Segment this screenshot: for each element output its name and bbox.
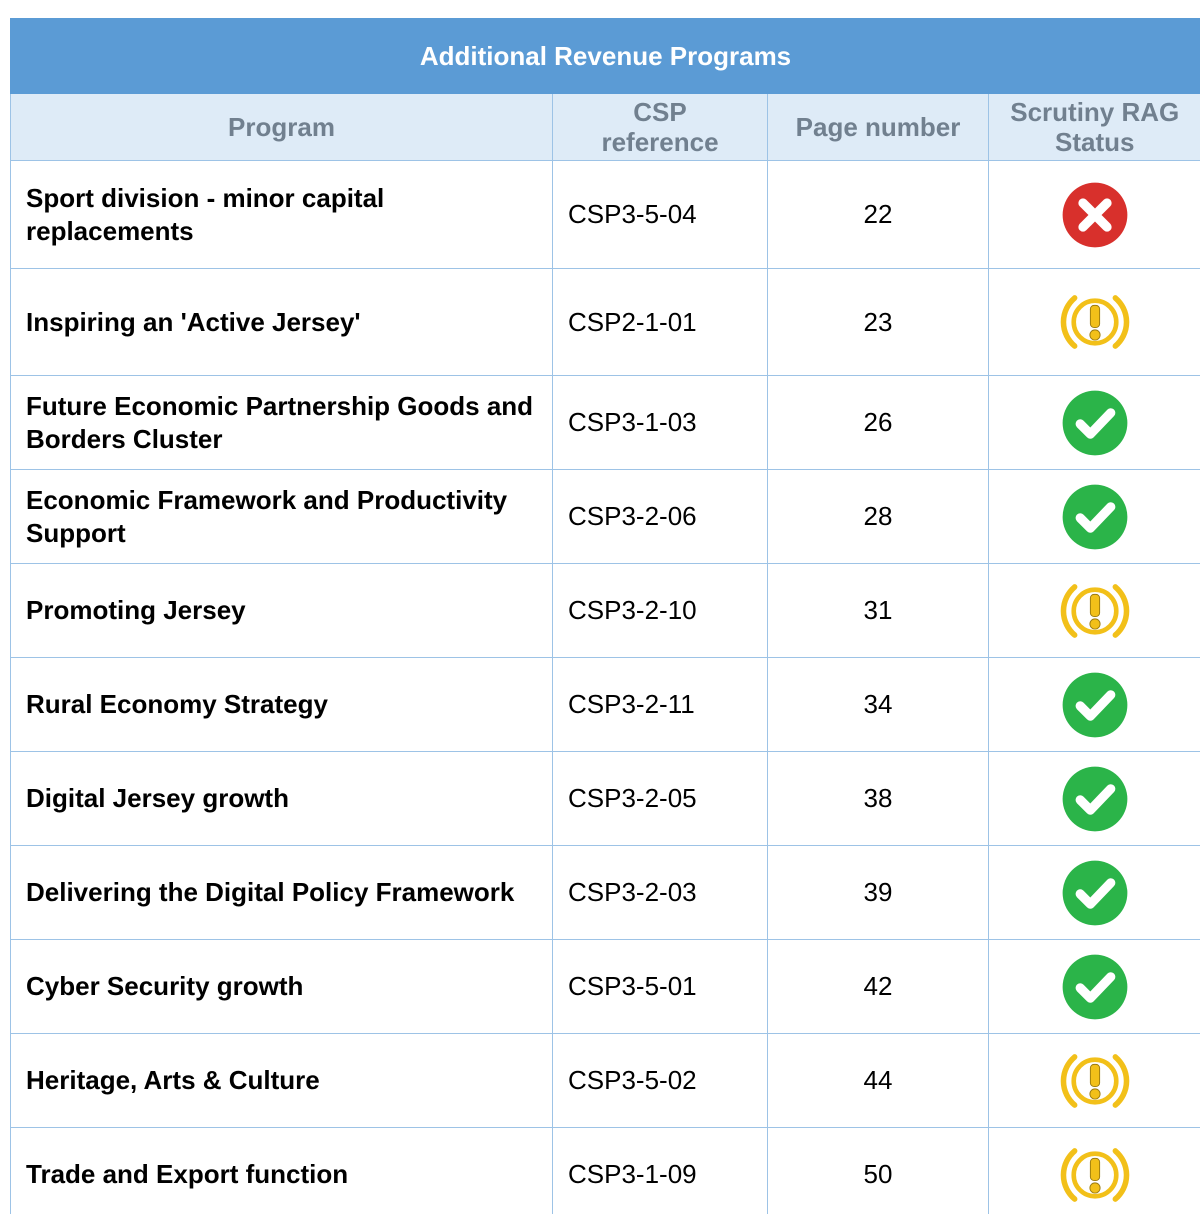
column-header: Page number [767, 93, 989, 161]
row: Economic Framework and Productivity Supp… [10, 469, 1200, 564]
status-amber [1058, 1138, 1132, 1212]
status-green [1058, 386, 1132, 460]
row: Digital Jersey growth CSP3-2-05 38 [10, 751, 1200, 846]
status [988, 657, 1200, 752]
csp-ref: CSP3-5-01 [552, 939, 768, 1034]
status-green [1058, 480, 1132, 554]
program: Delivering the Digital Policy Framework [10, 845, 553, 940]
page-number: 31 [767, 563, 989, 658]
page-number: 42 [767, 939, 989, 1034]
status-green [1058, 856, 1132, 930]
program: Inspiring an 'Active Jersey' [10, 268, 553, 376]
row: Sport division - minor capital replaceme… [10, 160, 1200, 269]
status-amber [1058, 1044, 1132, 1118]
status-green [1058, 762, 1132, 836]
status-amber [1058, 574, 1132, 648]
status-amber [1058, 285, 1132, 359]
column-header: Program [10, 93, 553, 161]
status [988, 939, 1200, 1034]
program: Promoting Jersey [10, 563, 553, 658]
header-text: CSP reference [601, 97, 719, 157]
program: Economic Framework and Productivity Supp… [10, 469, 553, 564]
csp-ref: CSP3-5-02 [552, 1033, 768, 1128]
program: Future Economic Partnership Goods and Bo… [10, 375, 553, 470]
status-red [1058, 178, 1132, 252]
status [988, 563, 1200, 658]
status [988, 160, 1200, 269]
row: Cyber Security growth CSP3-5-01 42 [10, 939, 1200, 1034]
status-green [1058, 950, 1132, 1024]
csp-ref: CSP3-2-11 [552, 657, 768, 752]
table-title: Additional Revenue Programs [10, 18, 1200, 94]
program-table: Additional Revenue Programs Program CSP … [10, 18, 1200, 1214]
page-number: 23 [767, 268, 989, 376]
csp-ref: CSP3-5-04 [552, 160, 768, 269]
program: Cyber Security growth [10, 939, 553, 1034]
program: Digital Jersey growth [10, 751, 553, 846]
status [988, 1127, 1200, 1214]
row: Heritage, Arts & Culture CSP3-5-02 44 [10, 1033, 1200, 1128]
status [988, 469, 1200, 564]
page-number: 38 [767, 751, 989, 846]
column-header: CSP reference [552, 93, 768, 161]
status [988, 751, 1200, 846]
csp-ref: CSP2-1-01 [552, 268, 768, 376]
csp-ref: CSP3-2-05 [552, 751, 768, 846]
page-number: 50 [767, 1127, 989, 1214]
page-number: 34 [767, 657, 989, 752]
page-number: 28 [767, 469, 989, 564]
row: Promoting Jersey CSP3-2-10 31 [10, 563, 1200, 658]
program: Sport division - minor capital replaceme… [10, 160, 553, 269]
page-number: 22 [767, 160, 989, 269]
status-green [1058, 668, 1132, 742]
csp-ref: CSP3-2-06 [552, 469, 768, 564]
page-number: 39 [767, 845, 989, 940]
program: Heritage, Arts & Culture [10, 1033, 553, 1128]
csp-ref: CSP3-2-03 [552, 845, 768, 940]
csp-ref: CSP3-1-03 [552, 375, 768, 470]
csp-ref: CSP3-2-10 [552, 563, 768, 658]
row: Future Economic Partnership Goods and Bo… [10, 375, 1200, 470]
header-row: Program CSP reference Page number Scruti… [10, 93, 1200, 161]
status [988, 845, 1200, 940]
row: Trade and Export function CSP3-1-09 50 [10, 1127, 1200, 1214]
status [988, 375, 1200, 470]
program: Rural Economy Strategy [10, 657, 553, 752]
status [988, 268, 1200, 376]
status [988, 1033, 1200, 1128]
row: Delivering the Digital Policy Framework C… [10, 845, 1200, 940]
title-row: Additional Revenue Programs [10, 18, 1200, 94]
page-number: 44 [767, 1033, 989, 1128]
page-number: 26 [767, 375, 989, 470]
row: Rural Economy Strategy CSP3-2-11 34 [10, 657, 1200, 752]
column-header: Scrutiny RAG Status [988, 93, 1200, 161]
program: Trade and Export function [10, 1127, 553, 1214]
row: Inspiring an 'Active Jersey' CSP2-1-01 23 [10, 268, 1200, 376]
csp-ref: CSP3-1-09 [552, 1127, 768, 1214]
